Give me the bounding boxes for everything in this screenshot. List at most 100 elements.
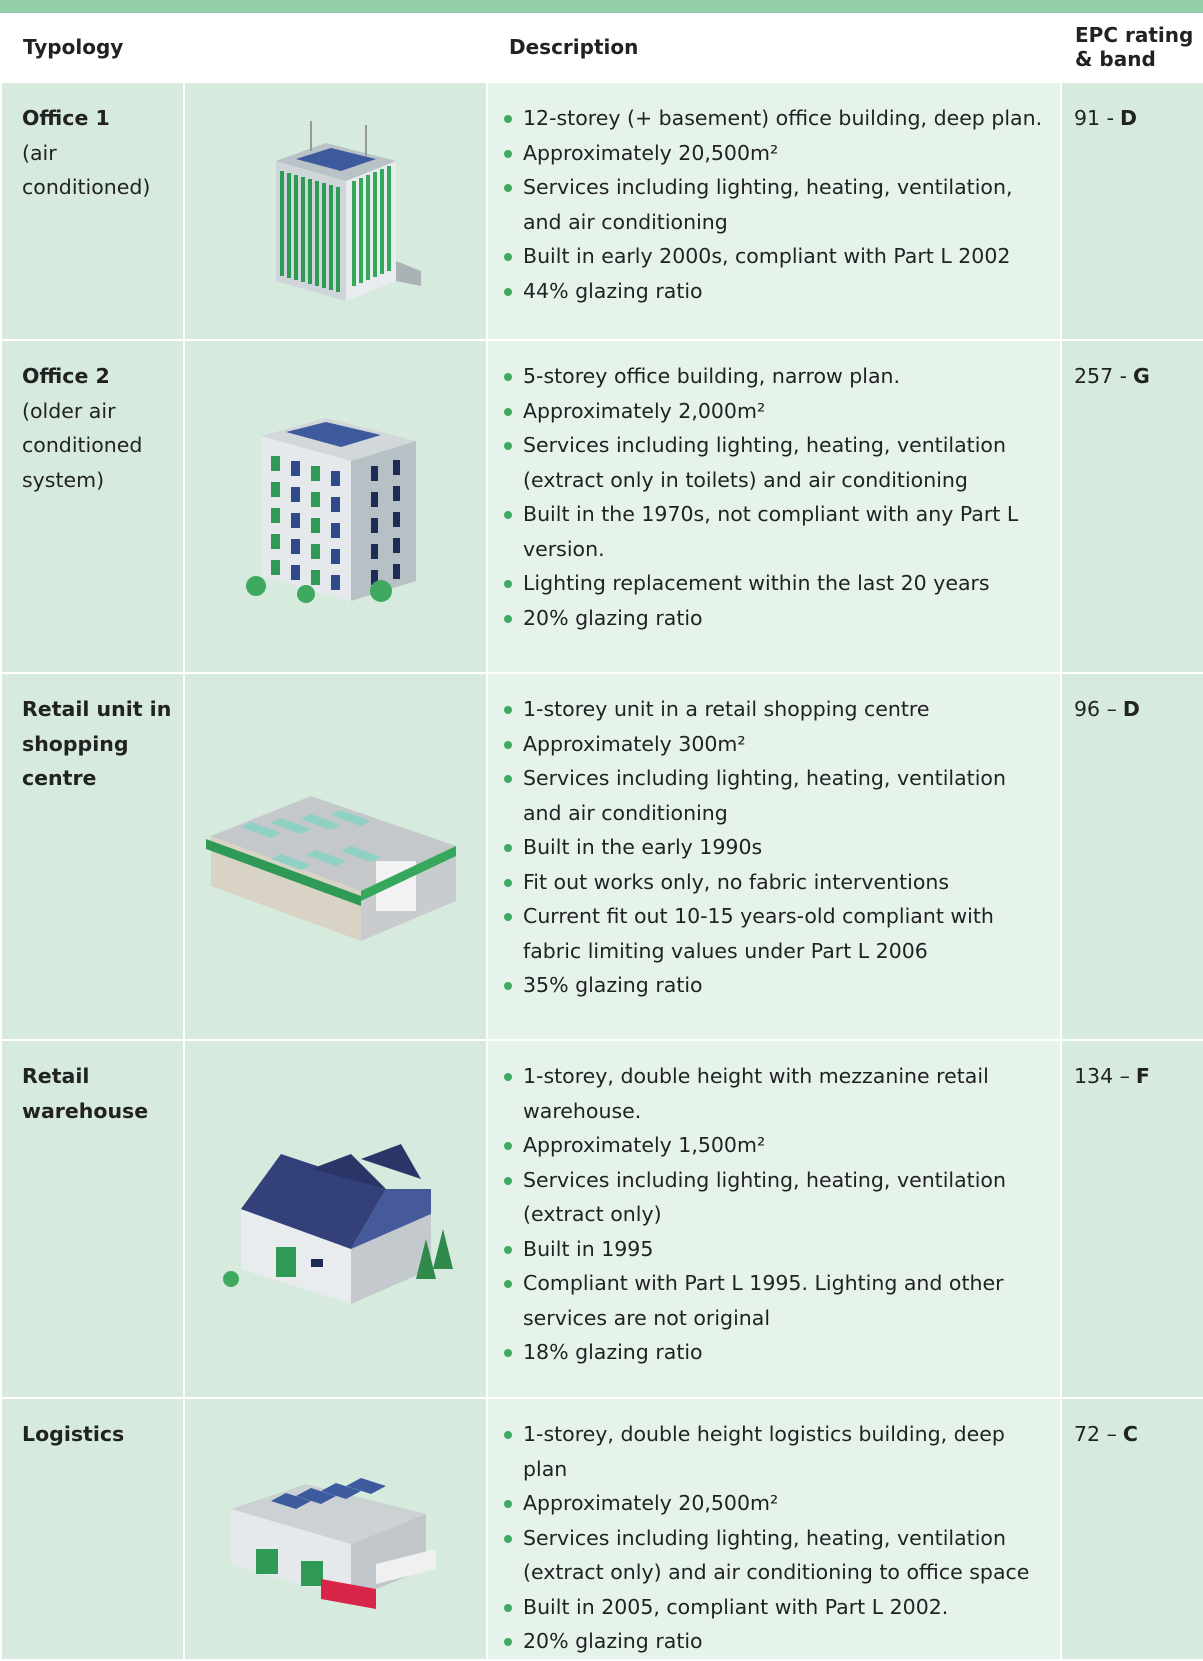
epc-band: G	[1133, 364, 1150, 388]
illustration-shape	[331, 497, 340, 512]
description-cell: 1-storey unit in a retail shopping centr…	[487, 673, 1061, 1040]
typology-name: Office 2	[22, 359, 173, 394]
illustration-shape	[276, 1247, 296, 1277]
epc-band: C	[1123, 1422, 1138, 1446]
illustration-shape	[329, 185, 333, 290]
description-list: 1-storey, double height with mezzanine r…	[502, 1059, 1048, 1370]
illustration-shape	[311, 544, 320, 559]
description-cell: 12-storey (+ basement) office building, …	[487, 82, 1061, 340]
description-item: Services including lighting, heating, ve…	[502, 761, 1048, 830]
illustration-shape	[433, 1229, 453, 1269]
description-item: Services including lighting, heating, ve…	[502, 1163, 1048, 1232]
illustration-shape	[366, 175, 370, 280]
illustration-shape	[308, 179, 312, 284]
epc-cell: 257 -G	[1061, 340, 1203, 673]
illustration-shape	[352, 181, 356, 286]
epc-rating: 72 –	[1074, 1422, 1117, 1446]
epc-cell: 91 -D	[1061, 82, 1203, 340]
description-item: Approximately 1,500m²	[502, 1128, 1048, 1163]
epc-rating: 96 –	[1074, 697, 1117, 721]
description-item: Services including lighting, heating, ve…	[502, 428, 1048, 497]
illustration-shape	[351, 441, 416, 601]
table-row: Logistics 1-storey, double height logist…	[1, 1398, 1203, 1660]
illustration-shape	[322, 183, 326, 288]
description-item: 35% glazing ratio	[502, 968, 1048, 1003]
illustration-shape	[311, 1259, 323, 1267]
typology-cell: Retail warehouse	[1, 1040, 184, 1398]
description-item: 20% glazing ratio	[502, 601, 1048, 636]
description-item: Built in 1995	[502, 1232, 1048, 1267]
body: {"header": {"columns": ["Typology", "Des…	[0, 0, 1203, 1656]
illustration-shape	[371, 492, 378, 507]
illustration-shape	[291, 513, 300, 528]
illustration-shape	[294, 175, 298, 280]
typology-name: Logistics	[22, 1417, 173, 1452]
illustration-shape	[311, 466, 320, 481]
description-item: 20% glazing ratio	[502, 1624, 1048, 1659]
description-item: Built in early 2000s, compliant with Par…	[502, 239, 1048, 274]
illustration-shape	[301, 1561, 323, 1586]
illustration-shape	[223, 1271, 239, 1287]
illustration-shape	[301, 177, 305, 282]
epc-cell: 134 –F	[1061, 1040, 1203, 1398]
description-item: Approximately 20,500m²	[502, 1486, 1048, 1521]
description-item: Approximately 2,000m²	[502, 394, 1048, 429]
description-list: 1-storey, double height logistics buildi…	[502, 1417, 1048, 1659]
illustration-shape	[287, 173, 291, 278]
illustration-shape	[271, 534, 280, 549]
illustration-shape	[380, 169, 384, 274]
illustration-shape	[256, 1549, 278, 1574]
description-item: Current fit out 10-15 years-old complian…	[502, 899, 1048, 968]
illustration-shape	[331, 575, 340, 590]
building-illustration	[211, 1439, 461, 1609]
description-list: 5-storey office building, narrow plan.Ap…	[502, 359, 1048, 635]
typology-name: Retail unit in shopping centre	[22, 692, 173, 796]
epc-band: D	[1120, 106, 1137, 130]
illustration-shape	[393, 538, 400, 553]
description-item: 18% glazing ratio	[502, 1335, 1048, 1370]
table-row: Retail unit in shopping centre 1-storey …	[1, 673, 1203, 1040]
typology-name: Office 1	[22, 101, 173, 136]
illustration-shape	[291, 565, 300, 580]
table-header: Typology Description EPC rating & band	[1, 13, 1203, 82]
description-item: Lighting replacement within the last 20 …	[502, 566, 1048, 601]
typology-cell: Office 1(air conditioned)	[1, 82, 184, 340]
illustration-shape	[311, 570, 320, 585]
epc-rating: 91 -	[1074, 106, 1114, 130]
description-item: Approximately 20,500m²	[502, 136, 1048, 171]
illustration-shape	[393, 512, 400, 527]
description-item: 12-storey (+ basement) office building, …	[502, 101, 1048, 136]
epc-rating: 257 -	[1074, 364, 1127, 388]
illustration-shape	[387, 166, 391, 271]
epc-cell: 72 –C	[1061, 1398, 1203, 1660]
illustration-shape	[271, 482, 280, 497]
description-item: Compliant with Part L 1995. Lighting and…	[502, 1266, 1048, 1335]
description-item: Built in the 1970s, not compliant with a…	[502, 497, 1048, 566]
illustration-shape	[315, 181, 319, 286]
epc-band: D	[1123, 697, 1140, 721]
table-row: Retail warehouse 1-storey, double height…	[1, 1040, 1203, 1398]
illustration-shape	[280, 171, 284, 276]
illustration-shape	[246, 576, 266, 596]
description-item: 1-storey, double height logistics buildi…	[502, 1417, 1048, 1486]
typology-note: (older air conditioned system)	[22, 394, 173, 498]
description-cell: 1-storey, double height with mezzanine r…	[487, 1040, 1061, 1398]
illustration-cell	[184, 673, 487, 1040]
building-illustration	[211, 1119, 461, 1309]
description-list: 1-storey unit in a retail shopping centr…	[502, 692, 1048, 1003]
illustration-shape	[336, 187, 340, 292]
description-item: Services including lighting, heating, ve…	[502, 170, 1048, 239]
typology-table: Typology Description EPC rating & band O…	[0, 13, 1203, 1661]
header-cell	[184, 13, 487, 82]
typology-cell: Office 2(older air conditioned system)	[1, 340, 184, 673]
illustration-shape	[393, 486, 400, 501]
illustration-shape	[371, 518, 378, 533]
illustration-shape	[311, 518, 320, 533]
typology-cell: Logistics	[1, 1398, 184, 1660]
illustration-shape	[271, 508, 280, 523]
header-row: Typology Description EPC rating & band	[1, 13, 1203, 82]
header-cell: Description	[487, 13, 1061, 82]
building-illustration	[201, 741, 471, 961]
description-item: Approximately 300m²	[502, 727, 1048, 762]
epc-cell: 96 –D	[1061, 673, 1203, 1040]
